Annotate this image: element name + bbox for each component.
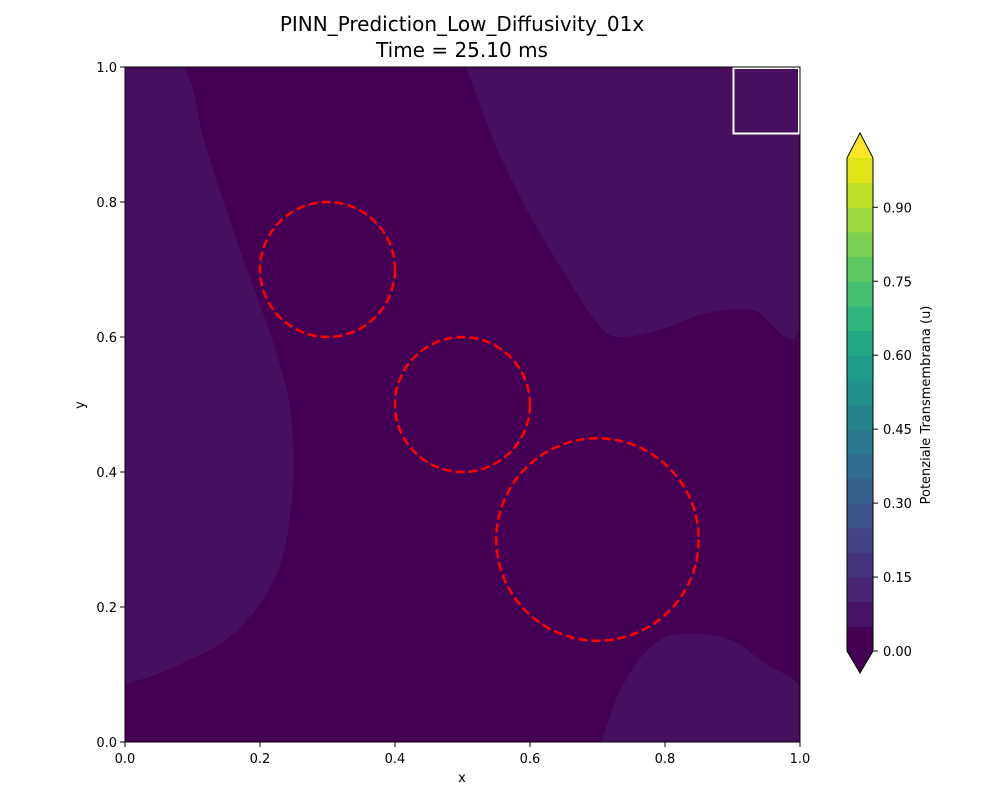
y-axis: 0.0 0.2 0.4 0.6 0.8 1.0	[96, 61, 125, 751]
chart-title: PINN_Prediction_Low_Diffusivity_01x	[280, 12, 645, 36]
colorbar-tick-label: 0.90	[883, 201, 912, 216]
colorbar-segment	[847, 602, 873, 627]
colorbar-segment	[847, 454, 873, 479]
x-tick-label: 1.0	[790, 752, 811, 767]
y-tick-label: 0.0	[96, 736, 117, 751]
colorbar-extend-max	[847, 133, 873, 158]
colorbar-segment	[847, 405, 873, 430]
colorbar-tick-label: 0.45	[883, 423, 912, 438]
colorbar-segment	[847, 331, 873, 356]
colorbar-tick-label: 0.15	[883, 571, 912, 586]
colorbar-ticks: 0.00 0.15 0.30 0.45 0.60 0.75 0.90	[873, 201, 912, 660]
y-tick-label: 1.0	[96, 61, 117, 76]
colorbar-segment	[847, 207, 873, 232]
colorbar-segment	[847, 355, 873, 380]
title-group: PINN_Prediction_Low_Diffusivity_01x Time…	[280, 12, 645, 62]
colorbar-tick-label: 0.30	[883, 497, 912, 512]
x-tick-label: 0.2	[250, 752, 271, 767]
x-tick-label: 0.8	[655, 752, 676, 767]
colorbar-segment	[847, 281, 873, 306]
colorbar	[847, 133, 873, 673]
colorbar-segment	[847, 626, 873, 651]
colorbar-segment	[847, 478, 873, 503]
colorbar-label: Potenziale Transmembrana (u)	[919, 306, 934, 505]
x-tick-label: 0.0	[115, 752, 136, 767]
colorbar-segment	[847, 183, 873, 208]
colorbar-tick-label: 0.75	[883, 275, 912, 290]
colorbar-tick-label: 0.00	[883, 645, 912, 660]
colorbar-segment	[847, 577, 873, 602]
colorbar-segment	[847, 306, 873, 331]
colorbar-segment	[847, 528, 873, 553]
colorbar-segment	[847, 158, 873, 183]
colorbar-segment	[847, 429, 873, 454]
colorbar-segment	[847, 503, 873, 528]
x-axis: 0.0 0.2 0.4 0.6 0.8 1.0	[115, 742, 811, 767]
y-tick-label: 0.2	[96, 601, 117, 616]
colorbar-tick-label: 0.60	[883, 349, 912, 364]
chart-subtitle: Time = 25.10 ms	[375, 38, 548, 62]
x-tick-label: 0.6	[520, 752, 541, 767]
y-tick-label: 0.8	[96, 196, 117, 211]
y-tick-label: 0.6	[96, 331, 117, 346]
x-axis-label: x	[458, 771, 466, 786]
x-tick-label: 0.4	[385, 752, 406, 767]
colorbar-segment	[847, 232, 873, 257]
colorbar-segment	[847, 257, 873, 282]
colorbar-segment	[847, 552, 873, 577]
y-axis-label: y	[73, 401, 88, 409]
colorbar-extend-min	[847, 651, 873, 673]
colorbar-segment	[847, 380, 873, 405]
y-tick-label: 0.4	[96, 466, 117, 481]
plot-area	[125, 48, 827, 746]
